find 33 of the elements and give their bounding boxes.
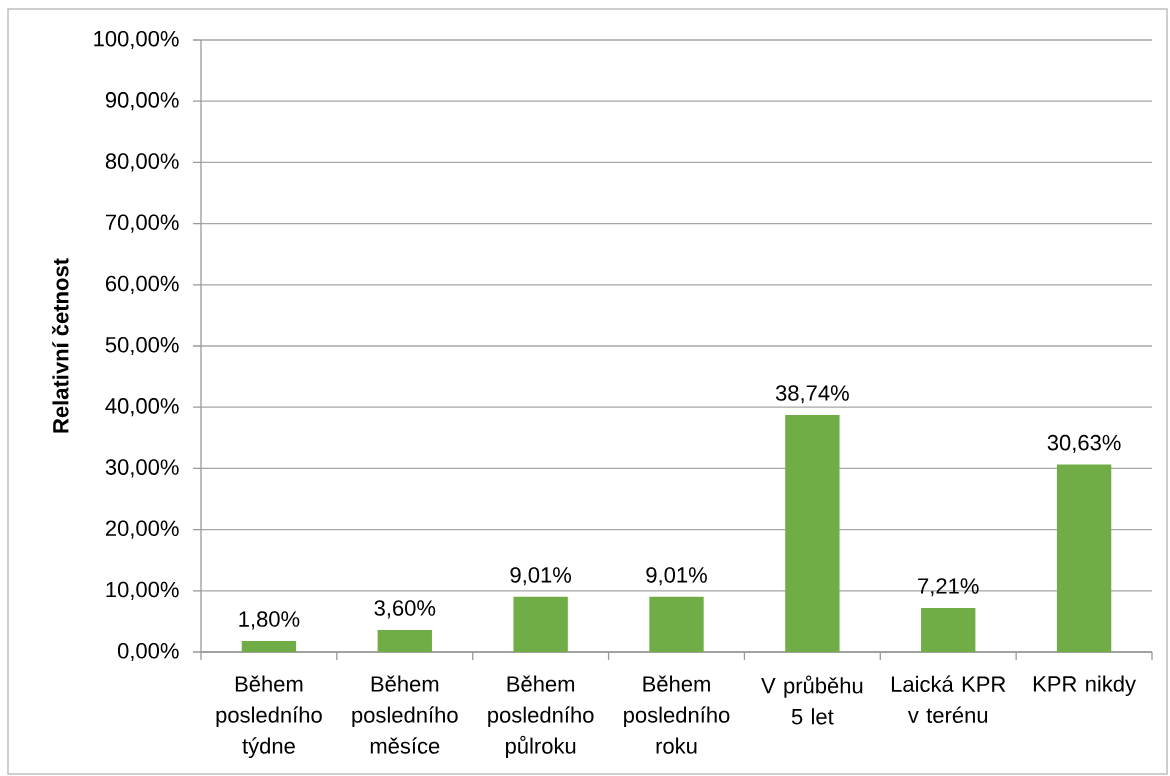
bar [649, 596, 704, 652]
bar [785, 414, 840, 652]
y-tick-label: 0,00% [117, 642, 179, 662]
y-tick-label: 80,00% [105, 153, 179, 172]
y-tick-label: 10,00% [106, 581, 179, 600]
bar [513, 596, 568, 652]
x-tick-label: Během posledního týdne [216, 675, 322, 759]
data-label: 38,74% [775, 385, 849, 404]
bar [377, 629, 432, 652]
data-label: 9,01% [510, 567, 572, 586]
y-tick-label: 40,00% [105, 398, 179, 417]
x-tick-label: Během posledního roku [624, 675, 730, 754]
x-tick-label: Během posledního měsíce [352, 675, 458, 754]
y-tick-label: 100,00% [94, 30, 179, 50]
y-tick-label: 70,00% [105, 214, 179, 233]
x-tick-label: Laická KPR v terénu [891, 675, 1006, 723]
data-label: 7,21% [918, 578, 979, 597]
y-tick-label: 20,00% [105, 520, 179, 539]
y-tick-label: 60,00% [105, 275, 179, 294]
data-label: 3,60% [374, 600, 436, 619]
y-axis-title: Relativní četnost [51, 258, 69, 433]
data-label: 1,80% [239, 611, 300, 630]
y-tick-label: 50,00% [105, 336, 179, 356]
x-tick-label: Během posledního půlroku [488, 675, 594, 759]
x-tick-label: KPR nikdy [1033, 675, 1136, 697]
data-label: 30,63% [1047, 434, 1121, 454]
bar [921, 607, 976, 652]
y-tick-label: 30,00% [105, 459, 179, 478]
bar [241, 640, 297, 652]
data-label: 9,01% [646, 567, 707, 586]
y-tick-label: 90,00% [105, 92, 179, 111]
x-tick-label: V průběhu 5 let [761, 675, 863, 725]
bar [1056, 464, 1112, 652]
